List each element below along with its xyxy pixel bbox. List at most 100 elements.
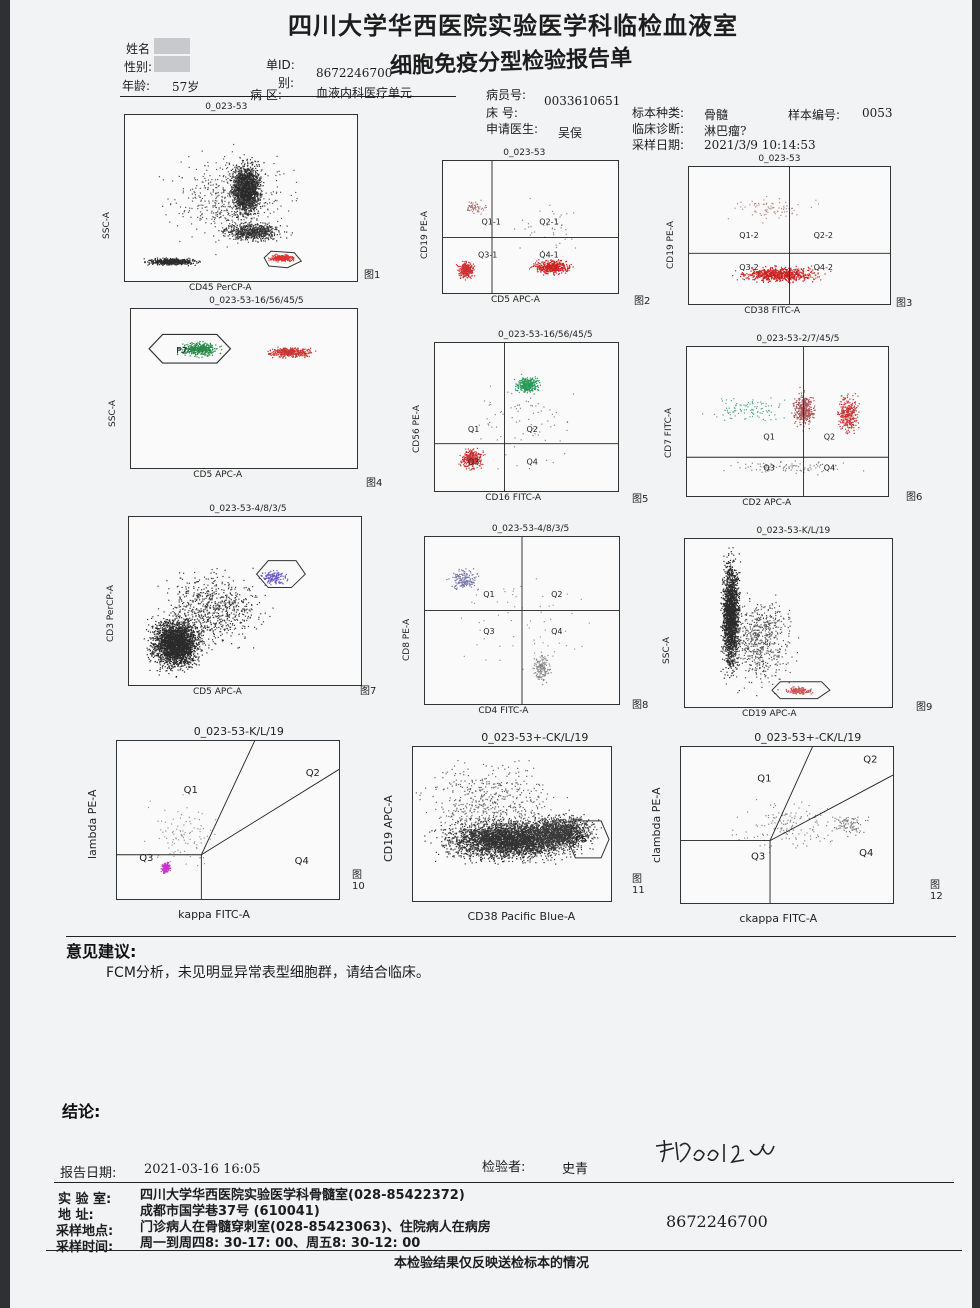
sample-date-label: 采样日期: bbox=[632, 138, 685, 152]
footer-id-value: 8672246700 bbox=[666, 1212, 768, 1231]
plot-x-axis-label: CD4 FITC-A bbox=[478, 706, 529, 716]
plot-y-axis-label: CD19 APC-A bbox=[382, 794, 395, 862]
disclaimer: 本检验结果仅反映送检标本的情况 bbox=[394, 1256, 590, 1271]
quadrant-label: Q4 bbox=[824, 464, 835, 473]
flow-plot-3: Q1-2 Q2-2 Q3-2 Q4-2 bbox=[688, 166, 891, 305]
report-paper: 四川大学华西医院实验医学科临检血液室 细胞免疫分型检验报告单 姓名 性别: 年龄… bbox=[10, 0, 972, 1308]
report-subtitle: 细胞免疫分型检验报告单 bbox=[389, 44, 633, 80]
flow-plot-9 bbox=[684, 538, 893, 708]
time-value: 周一到周四8: 30-17: 00、周五8: 30-12: 00 bbox=[140, 1236, 421, 1251]
figure-number: 图 10 bbox=[352, 870, 365, 892]
plot-y-axis-label: SSC-A bbox=[662, 637, 672, 664]
record-value: 0033610651 bbox=[544, 94, 621, 108]
doctor-value: 吴俣 bbox=[558, 126, 583, 140]
plot-title: 0_023-53-16/56/45/5 bbox=[498, 330, 593, 340]
plot-title: 0_023-53-2/7/45/5 bbox=[756, 334, 840, 344]
sample-no-label: 样本编号: bbox=[788, 108, 841, 122]
flow-plot-5: Q1 Q2 Q3 Q4 bbox=[434, 342, 619, 492]
record-label: 病员号: bbox=[486, 88, 527, 102]
plot-title: 0_023-53+-CK/L/19 bbox=[754, 731, 862, 744]
quadrant-label: Q3 bbox=[751, 851, 765, 862]
quadrant-label: Q1-1 bbox=[482, 217, 501, 226]
plot-y-axis-label: clambda PE-A bbox=[650, 787, 663, 863]
quadrant-label: Q3 bbox=[483, 627, 494, 636]
plot-x-axis-label: CD5 APC-A bbox=[193, 470, 243, 480]
name-label: 姓名 bbox=[126, 42, 151, 56]
quadrant-label: Q4-2 bbox=[814, 263, 833, 272]
report-title: 四川大学华西医院实验医学科临检血液室 bbox=[288, 11, 738, 40]
ward-label: 病 区: bbox=[250, 88, 282, 102]
flow-plot-8: Q1 Q2 Q3 Q4 bbox=[424, 536, 620, 705]
plot-x-axis-label: kappa FITC-A bbox=[178, 908, 250, 921]
quadrant-label: Q2 bbox=[527, 425, 538, 434]
quadrant-label: Q3 bbox=[763, 464, 774, 473]
plot-y-axis-label: SSC-A bbox=[102, 211, 112, 239]
form-id-label: 单ID: bbox=[266, 58, 295, 72]
plot-y-axis-label: CD56 PE-A bbox=[412, 405, 422, 453]
plot-x-axis-label: CD2 APC-A bbox=[742, 498, 792, 508]
figure-number: 图 11 bbox=[632, 874, 645, 896]
quadrant-label: Q2-2 bbox=[814, 231, 833, 240]
plot-x-axis-label: ckappa FITC-A bbox=[739, 912, 818, 925]
quadrant-label: Q1 bbox=[763, 432, 774, 441]
figure-number: 图8 bbox=[632, 700, 649, 711]
handwritten-signature bbox=[655, 1139, 775, 1164]
plot-x-axis-label: CD38 Pacific Blue-A bbox=[467, 910, 576, 923]
flow-plot-7 bbox=[128, 516, 362, 686]
age-value: 57岁 bbox=[172, 80, 200, 94]
quadrant-label: Q2 bbox=[824, 432, 835, 441]
sex-label: 性别: bbox=[124, 60, 153, 74]
plot-y-axis-label: SSC-A bbox=[108, 400, 118, 428]
plot-title: 0_023-53-K/L/19 bbox=[193, 725, 284, 738]
quadrant-label: Q2-1 bbox=[539, 217, 558, 226]
redacted-sex bbox=[154, 56, 190, 72]
quadrant-label: Q3-2 bbox=[739, 263, 758, 272]
sample-date-value: 2021/3/9 10:14:53 bbox=[704, 138, 816, 152]
time-label: 采样时间: bbox=[56, 1240, 114, 1255]
dept-label: 别: bbox=[278, 76, 295, 90]
header-rule bbox=[120, 96, 456, 97]
plot-x-axis-label: CD16 FITC-A bbox=[485, 493, 542, 503]
addr-label: 地 址: bbox=[58, 1208, 94, 1223]
report-date-value: 2021-03-16 16:05 bbox=[144, 1162, 261, 1177]
plot-x-axis-label: CD5 APC-A bbox=[491, 295, 540, 305]
plot-title: 0_023-53-4/8/3/5 bbox=[491, 524, 570, 534]
age-label: 年龄: bbox=[122, 79, 151, 93]
plot-x-axis-label: CD38 FITC-A bbox=[744, 306, 801, 316]
quadrant-label: Q4 bbox=[859, 848, 873, 859]
figure-number: 图9 bbox=[916, 702, 933, 713]
checker-value: 史青 bbox=[562, 1162, 589, 1177]
plot-title: 0_023-53-4/8/3/5 bbox=[209, 504, 287, 514]
quadrant-label: Q1 bbox=[468, 425, 479, 434]
plot-title: 0_023-53-16/56/45/5 bbox=[209, 296, 304, 306]
dept-value: 血液内科医疗单元 bbox=[316, 86, 413, 100]
quadrant-label: Q1 bbox=[757, 773, 771, 784]
bed-label: 床 号: bbox=[486, 106, 518, 120]
plot-title: 0_023-53+-CK/L/19 bbox=[481, 731, 589, 744]
footer-rule-bottom bbox=[46, 1250, 962, 1251]
quadrant-label: Q1 bbox=[184, 785, 198, 796]
figure-number: 图7 bbox=[360, 686, 377, 697]
opinion-rule bbox=[66, 936, 956, 937]
figure-number: 图4 bbox=[366, 478, 383, 489]
diagnosis-label: 临床诊断: bbox=[632, 122, 685, 136]
quadrant-label: Q4 bbox=[295, 856, 309, 867]
place-value: 门诊病人在骨髓穿刺室(028-85423063)、住院病人在病房 bbox=[140, 1220, 491, 1235]
opinion-text: FCM分析，未见明显异常表型细胞群，请结合临床。 bbox=[106, 965, 430, 981]
plot-x-axis-label: CD5 APC-A bbox=[192, 687, 242, 697]
conclusion-label: 结论: bbox=[62, 1102, 101, 1121]
plot-title: 0_023-53 bbox=[758, 154, 801, 164]
plot-y-axis-label: CD19 PE-A bbox=[666, 220, 676, 269]
quadrant-label: Q3-1 bbox=[478, 250, 497, 259]
figure-number: 图5 bbox=[632, 494, 649, 505]
specimen-type-label: 标本种类: bbox=[632, 106, 685, 120]
opinion-label: 意见建议: bbox=[66, 942, 137, 961]
plot-y-axis-label: CD3 PerCP-A bbox=[106, 585, 116, 642]
place-label: 采样地点: bbox=[56, 1224, 114, 1239]
plot-title: 0_023-53 bbox=[503, 148, 546, 158]
flow-plot-6: Q1 Q2 Q3 Q4 bbox=[686, 346, 889, 497]
figure-number: 图6 bbox=[906, 492, 923, 503]
plot-y-axis-label: CD7 FITC-A bbox=[664, 407, 674, 458]
plot-x-axis-label: CD19 APC-A bbox=[741, 709, 797, 719]
quadrant-label: Q4-1 bbox=[539, 250, 558, 259]
